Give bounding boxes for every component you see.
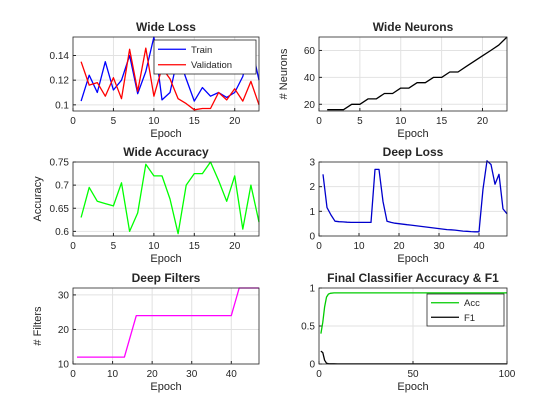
series-line-1 (322, 160, 508, 233)
x-tick-label: 0 (316, 369, 322, 380)
x-tick-label: 5 (111, 241, 117, 252)
plot-title: Wide Neurons (373, 20, 454, 34)
y-tick-label: 0.75 (50, 158, 70, 169)
x-tick-label: 20 (393, 241, 405, 252)
y-tick-label: 0.65 (50, 204, 70, 215)
x-axis-label: Epoch (150, 128, 181, 140)
x-tick-label: 0 (316, 116, 322, 127)
series-line-validation (80, 47, 260, 111)
plot-title: Final Classifier Accuracy & F1 (327, 271, 499, 285)
series-line-acc (320, 292, 507, 334)
axes-box (72, 287, 260, 365)
axes-box (318, 161, 508, 237)
y-tick-label: 0.1 (55, 100, 69, 111)
axes-box (318, 36, 508, 112)
y-tick-label: 0.6 (55, 227, 69, 238)
y-tick-label: 10 (58, 360, 70, 371)
y-axis-label: # Neurons (278, 48, 290, 99)
x-tick-label: 20 (229, 241, 241, 252)
y-tick-label: 0 (309, 360, 315, 371)
x-tick-label: 20 (477, 116, 489, 127)
x-tick-label: 20 (229, 116, 241, 127)
x-tick-label: 20 (147, 369, 159, 380)
subplot-4: 0 10 20 30 40 0 1 2 3 Deep Loss Epoch (309, 145, 508, 265)
x-axis-label: Epoch (397, 253, 428, 265)
plot-title: Deep Loss (383, 145, 444, 159)
series-line-1 (327, 36, 508, 111)
subplot-1: 0 5 10 15 20 0.1 0.12 0.14 Wide Loss Epoch Train Va… (50, 20, 260, 140)
x-tick-label: 100 (499, 369, 516, 380)
y-tick-label: 2 (309, 182, 315, 193)
plot-title: Deep Filters (132, 271, 201, 285)
x-axis-label: Epoch (397, 128, 428, 140)
y-tick-label: 0.5 (301, 322, 315, 333)
legend: Train Validation (153, 39, 257, 75)
y-tick-label: 0 (309, 232, 315, 243)
x-tick-label: 5 (111, 116, 117, 127)
x-axis-label: Epoch (150, 253, 181, 265)
x-tick-label: 10 (148, 116, 160, 127)
y-tick-label: 0.12 (50, 76, 70, 87)
x-axis-label: Epoch (150, 381, 181, 393)
x-tick-label: 0 (316, 241, 322, 252)
axes-box (72, 161, 260, 237)
x-tick-label: 50 (407, 369, 419, 380)
plot-area (73, 162, 259, 236)
y-tick-label: 1 (309, 207, 315, 218)
axes-box (72, 36, 260, 112)
x-tick-label: 10 (148, 241, 160, 252)
legend-label: Validation (191, 60, 232, 71)
x-tick-label: 40 (473, 241, 485, 252)
legend: Acc F1 (426, 293, 505, 327)
x-tick-label: 15 (436, 116, 448, 127)
y-axis-label: Accuracy (32, 176, 44, 222)
axes-box (318, 287, 508, 365)
series-line-1 (80, 161, 260, 235)
x-axis-label: Epoch (397, 381, 428, 393)
y-tick-label: 1 (309, 284, 315, 295)
x-tick-label: 30 (186, 369, 198, 380)
legend-label: F1 (464, 313, 475, 324)
legend-label: Acc (464, 298, 480, 309)
legend-box (153, 39, 257, 75)
y-tick-label: 20 (58, 325, 70, 336)
y-axis-label: # Filters (32, 306, 44, 346)
y-tick-label: 3 (309, 158, 315, 169)
y-tick-label: 30 (58, 290, 70, 301)
y-tick-label: 20 (304, 100, 316, 111)
y-tick-label: 0.14 (50, 51, 70, 62)
x-tick-label: 15 (189, 116, 201, 127)
subplot-6: 0 50 100 0 0.5 1 Final Classifier Accuracy & F… (301, 271, 516, 393)
y-tick-label: 40 (304, 73, 316, 84)
x-tick-label: 10 (395, 116, 407, 127)
legend-label: Train (191, 45, 212, 56)
y-tick-label: 0.7 (55, 181, 69, 192)
plot-title: Wide Accuracy (123, 145, 209, 159)
x-tick-label: 0 (70, 369, 76, 380)
plot-area (319, 37, 507, 111)
plot-title: Wide Loss (136, 20, 196, 34)
legend-box (426, 293, 505, 327)
x-tick-label: 0 (70, 116, 76, 127)
y-tick-label: 60 (304, 46, 316, 57)
x-tick-label: 5 (357, 116, 363, 127)
subplot-2: 0 5 10 15 20 20 40 60 Wide Neurons Epoch # Neurons (278, 20, 508, 140)
x-tick-label: 30 (433, 241, 445, 252)
x-tick-label: 10 (107, 369, 119, 380)
x-tick-label: 0 (70, 241, 76, 252)
subplot-3: 0 5 10 15 20 0.6 0.65 0.7 0.75 Wide Accuracy Epoch… (32, 145, 260, 265)
x-tick-label: 10 (353, 241, 365, 252)
plot-area (319, 162, 507, 236)
x-tick-label: 15 (189, 241, 201, 252)
x-tick-label: 40 (226, 369, 238, 380)
plot-area (73, 288, 259, 364)
